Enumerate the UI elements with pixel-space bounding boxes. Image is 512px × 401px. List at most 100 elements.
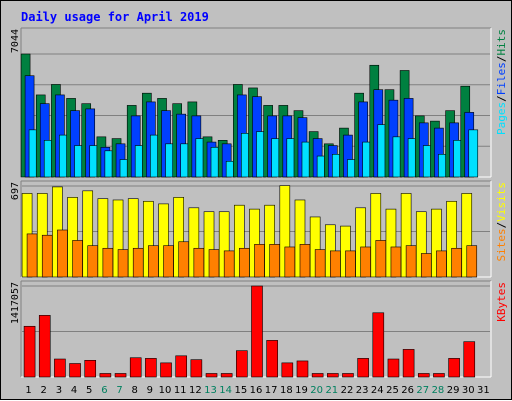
bar-kbytes: [281, 362, 294, 378]
bar-kbytes: [311, 373, 324, 378]
x-tick-label: 5: [86, 385, 92, 396]
x-tick-label: 30: [462, 385, 475, 396]
legend-separator: /: [495, 95, 508, 102]
bar-sites: [87, 245, 99, 278]
x-tick-label: 8: [132, 385, 138, 396]
bar-sites: [148, 245, 159, 278]
x-tick-label: 6: [101, 385, 107, 396]
bar-kbytes: [387, 358, 400, 378]
bar-kbytes: [84, 360, 97, 378]
x-tick-label: 15: [234, 385, 247, 396]
bar-kbytes: [448, 358, 460, 378]
bar-kbytes: [372, 312, 385, 378]
bar-sites: [284, 246, 296, 278]
x-tick-label: 31: [477, 385, 490, 396]
bar-sites: [26, 233, 38, 278]
x-tick-label: 18: [280, 385, 293, 396]
legend-separator: /: [495, 56, 508, 63]
y-max-label: 697: [10, 182, 21, 200]
x-tick-label: 23: [356, 385, 369, 396]
bar-sites: [330, 250, 341, 278]
legend-item-hits: Hits: [495, 29, 508, 56]
x-tick-label: 2: [41, 385, 47, 396]
bar-kbytes: [160, 362, 172, 378]
x-tick-label: 11: [174, 385, 187, 396]
legend-item-sites: Sites: [495, 228, 508, 261]
x-tick-label: 25: [386, 385, 399, 396]
bar-sites: [72, 240, 83, 278]
bar-sites: [132, 247, 144, 278]
bar-pages: [468, 129, 479, 178]
x-tick-label: 28: [432, 385, 445, 396]
panel-kbytes: 1417057 KBytes: [10, 280, 508, 378]
bar-kbytes: [190, 359, 203, 378]
x-tick-label: 9: [147, 385, 153, 396]
x-tick-label: 3: [56, 385, 62, 396]
x-tick-label: 29: [447, 385, 460, 396]
x-tick-label: 14: [219, 385, 232, 396]
bar-kbytes: [342, 373, 354, 378]
bar-kbytes: [463, 341, 476, 378]
x-tick-label: 10: [159, 385, 172, 396]
bar-sites: [254, 244, 265, 278]
bar-sites: [436, 250, 447, 278]
bar-kbytes: [38, 315, 51, 378]
bar-kbytes: [205, 373, 218, 378]
x-tick-label: 12: [189, 385, 202, 396]
legend-item-pages: Pages: [495, 102, 508, 135]
bar-kbytes: [266, 340, 278, 378]
bar-kbytes: [296, 360, 309, 378]
bar-kbytes: [54, 358, 66, 378]
legend-kbytes: KBytes: [495, 282, 508, 322]
bar-kbytes: [327, 373, 339, 378]
bar-kbytes: [417, 373, 430, 378]
legend-item-kbytes: KBytes: [495, 282, 508, 322]
x-tick-label: 13: [204, 385, 217, 396]
y-max-label: 7044: [10, 29, 21, 53]
bar-sites: [420, 253, 432, 278]
x-tick-label: 22: [341, 385, 354, 396]
bar-sites: [299, 244, 311, 278]
bar-kbytes: [129, 357, 142, 378]
legend-item-files: Files: [495, 62, 508, 95]
bar-sites: [117, 249, 129, 278]
x-tick-label: 27: [416, 385, 429, 396]
bar-sites: [390, 246, 402, 278]
bar-kbytes: [145, 358, 157, 378]
bar-kbytes: [236, 350, 248, 378]
bar-kbytes: [433, 373, 445, 378]
legend-hits: Pages/Files/Hits: [495, 29, 508, 135]
bar-sites: [193, 247, 205, 278]
bar-sites: [360, 246, 371, 278]
legend-visits: Sites/Visits: [495, 182, 508, 262]
bar-kbytes: [402, 349, 415, 378]
bar-sites: [102, 247, 114, 278]
legend-separator: /: [495, 222, 508, 229]
bar-sites: [466, 245, 478, 278]
bar-sites: [345, 250, 356, 278]
bar-kbytes: [23, 325, 36, 378]
legend-item-visits: Visits: [495, 182, 508, 222]
x-tick-label: 20: [310, 385, 323, 396]
bar-sites: [375, 240, 387, 278]
bar-sites: [405, 245, 417, 278]
bar-sites: [208, 249, 220, 278]
x-tick-label: 4: [71, 385, 77, 396]
x-tick-label: 21: [325, 385, 338, 396]
bar-kbytes: [114, 373, 127, 378]
bar-sites: [57, 229, 68, 278]
bar-kbytes: [220, 373, 233, 378]
x-tick-label: 1: [25, 385, 31, 396]
x-tick-label: 19: [295, 385, 308, 396]
bar-kbytes: [69, 363, 81, 378]
x-tick-label: 16: [250, 385, 263, 396]
y-max-label: 1417057: [10, 282, 21, 324]
bar-kbytes: [357, 358, 369, 378]
x-tick-label: 24: [371, 385, 384, 396]
bar-sites: [223, 250, 235, 278]
x-tick-label: 17: [265, 385, 278, 396]
bar-sites: [178, 241, 189, 278]
